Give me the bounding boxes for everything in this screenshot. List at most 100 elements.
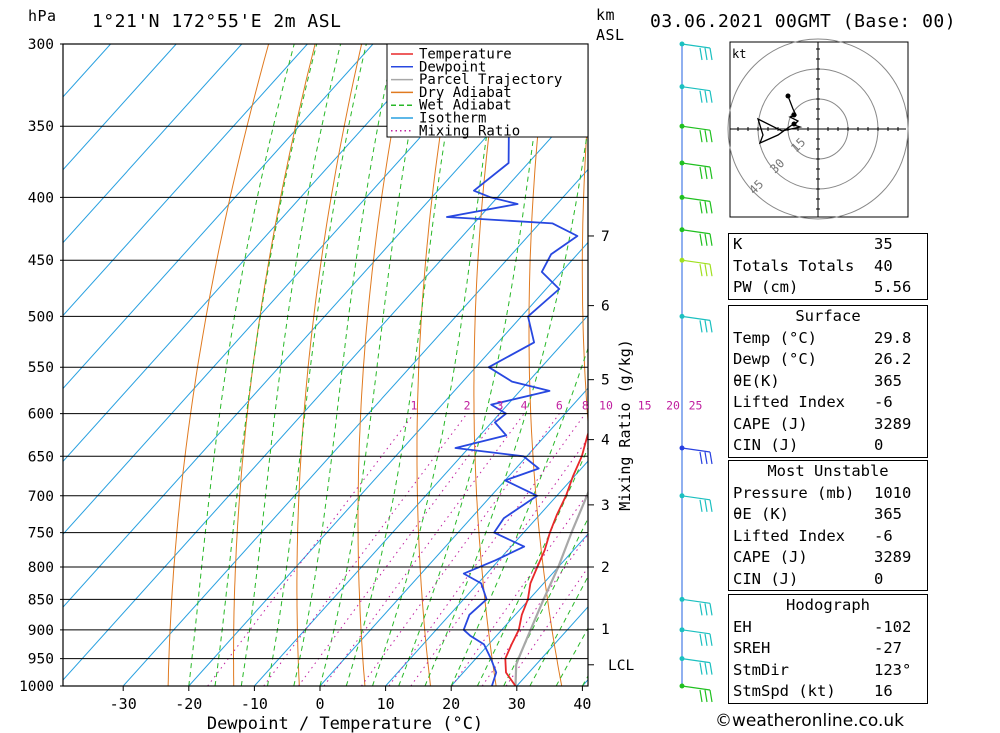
mixing-ratio-label: 6 (556, 399, 563, 413)
stat-label: θE (K) (733, 505, 789, 523)
km-tick-label: 2 (601, 560, 610, 576)
x-tick-label: -30 (110, 695, 137, 713)
mixing-ratio-label: 3 (496, 399, 503, 413)
dry-adiabat-line (634, 44, 693, 686)
wind-barb (681, 196, 713, 214)
stat-value: 3289 (874, 548, 912, 566)
stat-value: 123° (874, 660, 912, 679)
stat-value: 16 (874, 682, 893, 700)
stat-value: -6 (874, 526, 893, 545)
x-tick-label: 0 (315, 695, 324, 713)
pressure-tick-label: 600 (28, 407, 54, 423)
mixing-ratio-axis-label: Mixing Ratio (g/kg) (616, 339, 634, 511)
x-tick-label: 40 (573, 695, 591, 713)
legend-label: Dewpoint (419, 59, 486, 75)
wind-barb (681, 229, 713, 246)
stat-label: Lifted Index (733, 526, 845, 545)
isotherm-line (122, 168, 588, 686)
index-row: K 35 (729, 234, 927, 256)
wind-barb (681, 495, 713, 512)
surface-row: Dewp (°C) 26.2 (729, 349, 927, 371)
wet-adiabat-line (267, 44, 367, 686)
mixing-ratio-line (451, 492, 588, 686)
surface-title: Surface (795, 307, 861, 325)
isotherm-line (254, 314, 588, 686)
mixing-ratio-line (263, 413, 468, 686)
stat-value: 5.56 (874, 278, 912, 296)
pressure-unit-label: hPa (28, 7, 57, 25)
height-unit-label-asl: ASL (596, 26, 625, 44)
stat-value: 0 (874, 436, 884, 454)
pressure-tick-label: 300 (28, 37, 54, 53)
pressure-tick-label: 1000 (19, 679, 54, 695)
km-tick-label: 5 (601, 373, 610, 389)
surface-table: Surface Temp (°C) 29.8 Dewp (°C) 26.2 θE(K) 36… (728, 305, 928, 458)
isotherm-line (450, 533, 588, 686)
pressure-tick-label: 800 (28, 560, 54, 576)
stat-value: 35 (874, 235, 893, 253)
most-unstable-title: Most Unstable (767, 462, 889, 480)
pressure-tick-label: 650 (28, 449, 54, 465)
pressure-tick-label: 400 (28, 190, 54, 206)
mixing-ratio-label: 15 (638, 399, 652, 413)
hodograph-title: Hodograph (786, 596, 870, 614)
plot-frame (62, 43, 589, 687)
credit-label: ©weatheronline.co.uk (715, 711, 905, 731)
pressure-tick-label: 450 (28, 253, 54, 269)
dry-adiabat-line (528, 44, 563, 686)
wet-adiabat-line (450, 346, 588, 686)
wind-barb (681, 658, 713, 675)
isotherm-line (63, 44, 505, 535)
x-tick-label: 30 (508, 695, 526, 713)
most-unstable-table: Most Unstable Pressure (mb) 1010 θE (K) 365 L… (728, 460, 928, 591)
hodograph-unit: kt (732, 47, 746, 61)
isotherm-line (63, 44, 177, 171)
mixing-ratio-line (323, 413, 525, 686)
legend-label: Wet Adiabat (419, 98, 512, 114)
stat-label: Totals Totals (733, 256, 855, 275)
hodograph-row: SREH -27 (729, 638, 927, 660)
isotherm-line (63, 44, 571, 608)
pressure-tick-label: 700 (28, 489, 54, 505)
mixing-ratio-label: 2 (464, 399, 471, 413)
stat-value: 26.2 (874, 350, 912, 368)
mixing-ratio-label: 25 (689, 399, 703, 413)
surface-row: Lifted Index -6 (729, 392, 927, 414)
wet-adiabat-line (214, 44, 318, 686)
pressure-tick-label: 850 (28, 592, 54, 608)
stat-value: -27 (874, 639, 902, 657)
wind-barb (681, 259, 713, 277)
stat-value: 1010 (874, 483, 912, 502)
mixing-ratio-label: 20 (666, 399, 680, 413)
hodograph-ring (727, 38, 909, 220)
wind-barb (681, 629, 713, 646)
most-unstable-row: Pressure (mb) 1010 (729, 483, 927, 505)
run-datetime: 03.06.2021 00GMT (Base: 00) (650, 11, 957, 32)
wind-barb (681, 447, 713, 465)
temperature-line (504, 431, 588, 686)
mixing-ratio-line (410, 437, 588, 686)
pressure-tick-label: 500 (28, 309, 54, 325)
isotherm-line (188, 241, 588, 686)
wind-barb (681, 598, 713, 616)
wind-barb (681, 86, 713, 103)
stat-label: Lifted Index (733, 393, 845, 411)
wet-adiabat-line (529, 575, 588, 686)
dry-adiabat-line (966, 44, 1000, 686)
mixing-ratio-label: 4 (521, 399, 528, 413)
isotherm-line (63, 44, 111, 98)
km-tick-label: 1 (601, 622, 610, 638)
isotherm-line (63, 95, 588, 681)
stat-value: 29.8 (874, 328, 912, 347)
wet-adiabat-line (372, 44, 501, 686)
km-tick-label: 6 (601, 299, 610, 315)
stat-value: 3289 (874, 414, 912, 433)
hodograph-point (791, 112, 797, 118)
stat-label: CAPE (J) (733, 548, 808, 566)
hodograph-row: StmDir 123° (729, 660, 927, 682)
surface-row: θE(K) 365 (729, 371, 927, 393)
hodograph-point (785, 93, 791, 99)
dewpoint-line (445, 44, 579, 686)
mixing-ratio-label: 1 (410, 399, 417, 413)
